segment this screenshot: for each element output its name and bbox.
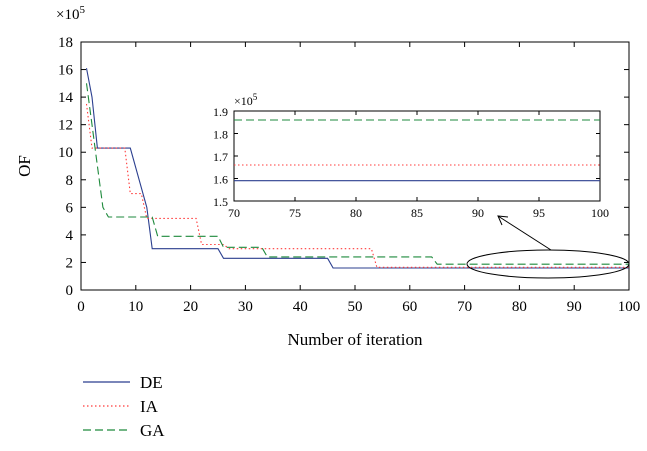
y-tick-label: 1.7 bbox=[213, 150, 228, 164]
inset-y-multiplier-exp: 5 bbox=[253, 92, 258, 102]
y-tick-label: 6 bbox=[66, 200, 74, 216]
y-tick-label: 12 bbox=[58, 118, 73, 134]
y-tick-label: 0 bbox=[66, 283, 74, 299]
series-line-ga bbox=[85, 83, 629, 265]
y-tick-label: 1.5 bbox=[213, 195, 228, 209]
y-tick-label: 18 bbox=[58, 35, 73, 51]
inset-y-multiplier-label: ×105 bbox=[234, 92, 258, 108]
y-multiplier-label: ×105 bbox=[56, 4, 85, 23]
main-plot-area: 0 10 20 30 40 50 60 70 80 90 100 0 2 4 6 8 10 12 14 16 18 bbox=[58, 35, 640, 315]
x-tick-label: 10 bbox=[128, 299, 143, 315]
y-tick-label: 4 bbox=[66, 228, 74, 244]
zoom-arrow-line bbox=[497, 215, 552, 251]
x-tick-label: 0 bbox=[77, 299, 85, 315]
x-tick-label: 100 bbox=[591, 206, 609, 220]
x-tick-label: 95 bbox=[533, 206, 545, 220]
legend-label-ga: GA bbox=[140, 421, 165, 440]
y-tick-label: 16 bbox=[58, 63, 74, 79]
legend-label-ia: IA bbox=[140, 397, 159, 416]
legend-label-de: DE bbox=[140, 373, 163, 392]
inset-background bbox=[234, 111, 600, 201]
x-tick-label: 85 bbox=[411, 206, 423, 220]
series-line-de bbox=[85, 68, 629, 269]
x-tick-label: 50 bbox=[348, 299, 363, 315]
inset-y-multiplier-base: ×10 bbox=[234, 94, 253, 108]
y-tick-label: 10 bbox=[58, 145, 73, 161]
inset-series-group bbox=[234, 119, 600, 182]
y-tick-label: 1.6 bbox=[213, 173, 228, 187]
y-multiplier-base: ×10 bbox=[56, 7, 79, 23]
zoom-ellipse bbox=[466, 249, 630, 279]
y-tick-label: 1.8 bbox=[213, 128, 228, 142]
y-tick-label: 14 bbox=[58, 90, 74, 106]
x-tick-label: 70 bbox=[457, 299, 472, 315]
x-tick-label: 30 bbox=[238, 299, 253, 315]
legend: DE IA GA bbox=[83, 373, 165, 440]
x-tick-label: 90 bbox=[567, 299, 582, 315]
inset-plot-area: 70 75 80 85 90 95 100 1.5 1.6 1.7 1.8 1.9 bbox=[213, 105, 609, 220]
x-tick-label: 80 bbox=[350, 206, 362, 220]
x-tick-label: 90 bbox=[472, 206, 484, 220]
main-series-group bbox=[85, 68, 629, 269]
x-axis-label: Number of iteration bbox=[287, 330, 423, 349]
x-tick-label: 100 bbox=[618, 299, 641, 315]
y-tick-label: 1.9 bbox=[213, 105, 228, 119]
x-tick-label: 60 bbox=[402, 299, 417, 315]
y-axis-label: OF bbox=[15, 155, 34, 177]
series-line-ia bbox=[85, 103, 629, 268]
y-multiplier-exp: 5 bbox=[79, 4, 85, 16]
x-tick-label: 40 bbox=[293, 299, 308, 315]
y-tick-label: 8 bbox=[66, 173, 74, 189]
x-tick-label: 80 bbox=[512, 299, 527, 315]
x-tick-label: 70 bbox=[228, 206, 240, 220]
x-tick-label: 20 bbox=[183, 299, 198, 315]
x-tick-label: 75 bbox=[289, 206, 301, 220]
inset-fill bbox=[234, 111, 600, 201]
y-tick-label: 2 bbox=[66, 255, 74, 271]
zoom-arrow-head bbox=[497, 215, 509, 226]
